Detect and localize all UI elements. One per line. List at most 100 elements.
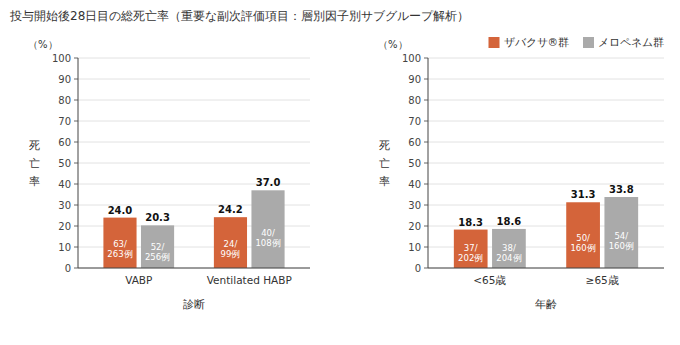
grid-line bbox=[78, 163, 310, 164]
bar-annotation-line: 24/ bbox=[224, 239, 238, 249]
tick-mark bbox=[74, 58, 78, 59]
grid-line bbox=[78, 79, 310, 80]
legend-label: メロペネム群 bbox=[598, 36, 664, 48]
bar bbox=[454, 230, 488, 268]
bars bbox=[454, 197, 638, 268]
bar-annotation: 50/160例 bbox=[570, 233, 595, 253]
category-label: <65歳 bbox=[473, 274, 506, 286]
tick-label: 30 bbox=[408, 200, 421, 211]
annotation: （%） bbox=[28, 39, 58, 50]
x-axis-label: 年齢 bbox=[535, 298, 557, 311]
x-axis-label: 診断 bbox=[183, 298, 205, 311]
grid-line bbox=[78, 58, 310, 59]
tick-label: 40 bbox=[58, 179, 71, 190]
bar-annotation-line: 256例 bbox=[145, 252, 170, 262]
data-label: 20.3 bbox=[145, 212, 170, 223]
tick-label: 10 bbox=[408, 242, 421, 253]
tick-mark bbox=[424, 247, 428, 248]
tick-mark bbox=[424, 163, 428, 164]
data-label: 24.2 bbox=[218, 204, 243, 215]
data-label: 31.3 bbox=[571, 189, 596, 200]
tick-mark bbox=[74, 142, 78, 143]
tick-label: 90 bbox=[58, 74, 71, 85]
bar bbox=[492, 229, 526, 268]
bar-annotation: 52/256例 bbox=[145, 242, 170, 262]
bar bbox=[251, 190, 284, 268]
bar-annotation: 54/160例 bbox=[609, 231, 634, 251]
tick-label: 80 bbox=[58, 95, 71, 106]
tick-mark bbox=[424, 205, 428, 206]
chart-panel: 010203040506070809010018.337/202例31.350/… bbox=[378, 36, 664, 311]
tick-mark bbox=[424, 226, 428, 227]
bar-annotation: 24/99例 bbox=[221, 239, 241, 259]
x-axis bbox=[428, 268, 664, 269]
grid-line bbox=[428, 58, 664, 59]
y-axis bbox=[78, 58, 79, 268]
tick-label: 70 bbox=[58, 116, 71, 127]
tick-mark bbox=[424, 58, 428, 59]
tick-mark bbox=[424, 142, 428, 143]
category-label: Ventilated HABP bbox=[207, 274, 292, 286]
tick-mark bbox=[424, 121, 428, 122]
legend-swatch bbox=[583, 37, 594, 48]
bar-annotation-line: 63/ bbox=[113, 239, 127, 249]
bar-annotation-line: 54/ bbox=[614, 231, 628, 241]
bar-annotation: 40/108例 bbox=[255, 228, 280, 248]
bar-annotation-line: 160例 bbox=[609, 241, 634, 251]
legend-label: ザバクサ®群 bbox=[504, 36, 570, 48]
tick-label: 20 bbox=[408, 221, 421, 232]
data-label: 33.8 bbox=[609, 184, 634, 195]
tick-label: 90 bbox=[408, 74, 421, 85]
grid-line bbox=[428, 79, 664, 80]
tick-label: 60 bbox=[408, 137, 421, 148]
bar-annotation-line: 263例 bbox=[107, 249, 132, 259]
y-axis-label-line: 死 bbox=[379, 139, 390, 152]
chart-root: 投与開始後28日目の総死亡率（重要な副次評価項目：層別因子別サブグループ解析）0… bbox=[0, 0, 680, 345]
tick-mark bbox=[74, 205, 78, 206]
tick-label: 0 bbox=[415, 263, 421, 274]
tick-mark bbox=[74, 163, 78, 164]
bar-annotation-line: 160例 bbox=[570, 243, 595, 253]
tick-label: 20 bbox=[58, 221, 71, 232]
tick-mark bbox=[424, 268, 428, 269]
data-label: 18.6 bbox=[497, 216, 522, 227]
legend-swatch bbox=[489, 37, 500, 48]
y-axis bbox=[428, 58, 429, 268]
y-axis-label: 死亡率 bbox=[379, 139, 390, 188]
bar-annotation-line: 38/ bbox=[502, 243, 516, 253]
bar-annotation-line: 40/ bbox=[261, 228, 275, 238]
annotation: （%） bbox=[378, 39, 408, 50]
y-axis-label-line: 死 bbox=[29, 139, 40, 152]
tick-label: 40 bbox=[408, 179, 421, 190]
tick-mark bbox=[74, 184, 78, 185]
tick-label: 10 bbox=[58, 242, 71, 253]
tick-label: 50 bbox=[58, 158, 71, 169]
tick-label: 50 bbox=[408, 158, 421, 169]
tick-mark bbox=[74, 100, 78, 101]
y-axis-label-line: 率 bbox=[379, 175, 390, 188]
bar-annotation-line: 52/ bbox=[151, 242, 165, 252]
bar-annotation: 38/204例 bbox=[496, 243, 521, 263]
grid-line bbox=[78, 142, 310, 143]
grid-line bbox=[78, 100, 310, 101]
grid-line bbox=[428, 163, 664, 164]
grid-line bbox=[78, 121, 310, 122]
bar-annotation-line: 99例 bbox=[221, 249, 241, 259]
bar-annotation-line: 204例 bbox=[496, 253, 521, 263]
bars bbox=[103, 190, 284, 268]
grid-line bbox=[428, 121, 664, 122]
tick-mark bbox=[424, 79, 428, 80]
tick-label: 30 bbox=[58, 200, 71, 211]
x-axis bbox=[78, 268, 310, 269]
labels: 24.063/263例24.224/99例20.352/256例37.040/1… bbox=[107, 177, 280, 262]
y-axis-label: 死亡率 bbox=[29, 139, 40, 188]
tick-label: 70 bbox=[408, 116, 421, 127]
grid-line bbox=[428, 268, 664, 269]
y-axis-label-line: 率 bbox=[29, 175, 40, 188]
tick-label: 80 bbox=[408, 95, 421, 106]
bar-annotation: 37/202例 bbox=[458, 243, 483, 263]
tick-mark bbox=[74, 247, 78, 248]
labels: 18.3 37/202例 31.3 50/160例 18.6 38/204例 33.8 54/… bbox=[458, 184, 634, 263]
y-axis-label-line: 亡 bbox=[29, 157, 40, 170]
data-label: 18.3 bbox=[458, 217, 483, 228]
